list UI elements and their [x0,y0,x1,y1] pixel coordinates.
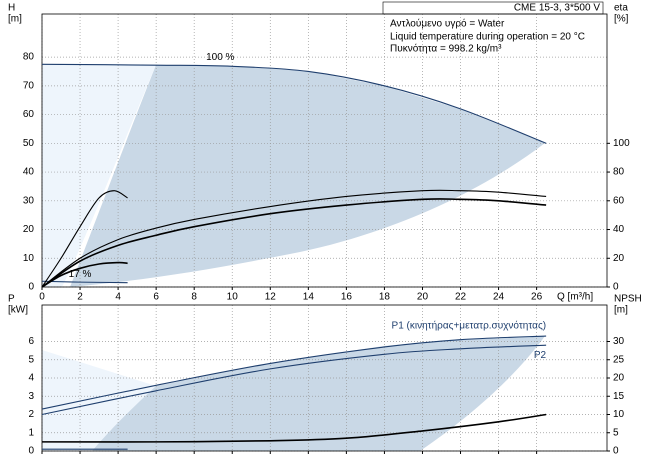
series-line [41,261,128,288]
shade-area [70,65,545,287]
x-tick-label: 2 [77,292,83,303]
series-line [41,63,547,144]
series-line [41,335,547,410]
plot-frame [41,13,608,288]
y2-tick-label: 20 [613,373,625,384]
series-label: P1 (κινητήρας+μετατρ.συχνότητας) [392,320,547,332]
x-tick-label: 20 [417,292,429,303]
x-tick-label: 12 [265,292,277,303]
plot-frame [41,304,608,452]
y2-tick-label: 15 [613,391,625,402]
y2-axis-unit: [m] [614,305,628,316]
y2-tick-label: 60 [613,195,625,206]
y-tick-label: 4 [28,373,34,384]
x-tick-label: 26 [531,292,543,303]
series-line [41,190,128,288]
y-tick-label: 70 [23,80,35,91]
density-label: Πυκνότητα = 998.2 kg/m³ [390,43,502,55]
series-line [41,198,547,288]
x-tick-label: 8 [191,292,197,303]
y-axis-label: P [8,294,15,305]
shade-light-bottom [42,350,156,451]
x-tick-label: 22 [455,292,467,303]
y-tick-label: 5 [28,354,34,365]
series-label: 17 % [69,269,92,280]
y2-tick-label: 10 [613,409,625,420]
operating-range [42,65,545,451]
y2-axis-unit: [%] [614,14,629,25]
y-axis-unit: [m] [8,14,22,25]
y2-tick-label: 40 [613,224,625,235]
y2-axis-label: NPSH [614,294,642,305]
series-label: 100 % [206,52,234,63]
y-tick-label: 10 [23,253,35,264]
x-tick-label: 6 [153,292,159,303]
x-axis-label: Q [m³/h] [557,292,593,303]
y-tick-label: 20 [23,224,35,235]
x-tick-label: 16 [341,292,353,303]
liquid-label: Αντλούμενο υγρό = Water [390,18,505,30]
series-line [41,344,547,416]
y2-tick-label: 0 [613,446,619,457]
x-tick-label: 14 [303,292,315,303]
y2-tick-label: 25 [613,354,625,365]
y-tick-label: 30 [23,195,35,206]
y2-tick-label: 0 [613,282,619,293]
series-line [41,189,547,288]
shade-light [42,65,156,287]
y2-tick-label: 30 [613,336,625,347]
y-tick-label: 3 [28,391,34,402]
y2-tick-label: 100 [613,138,630,149]
x-tick-label: 4 [115,292,121,303]
y-tick-label: 80 [23,52,35,63]
y-tick-label: 50 [23,138,35,149]
y-tick-label: 1 [28,427,34,438]
y-tick-label: 60 [23,109,35,120]
y2-axis-label: eta [614,3,628,14]
x-tick-label: 10 [227,292,239,303]
y-tick-label: 40 [23,167,35,178]
shade-area-bottom [92,336,545,451]
model-label: CME 15-3, 3*500 V [514,3,600,14]
y2-tick-label: 20 [613,253,625,264]
y-axis-label: H [8,3,15,14]
series-line [41,413,547,443]
y-tick-label: 0 [28,282,34,293]
temperature-label: Liquid temperature during operation = 20… [390,32,585,43]
x-tick-label: 18 [379,292,391,303]
x-tick-label: 24 [493,292,505,303]
y-tick-label: 0 [28,446,34,457]
y-tick-label: 6 [28,336,34,347]
series-label: P2 [534,350,547,361]
x-tick-label: 0 [39,292,45,303]
y2-tick-label: 5 [613,427,619,438]
y2-tick-label: 80 [613,167,625,178]
y-tick-label: 2 [28,409,34,420]
y-axis-unit: [kW] [8,305,28,316]
